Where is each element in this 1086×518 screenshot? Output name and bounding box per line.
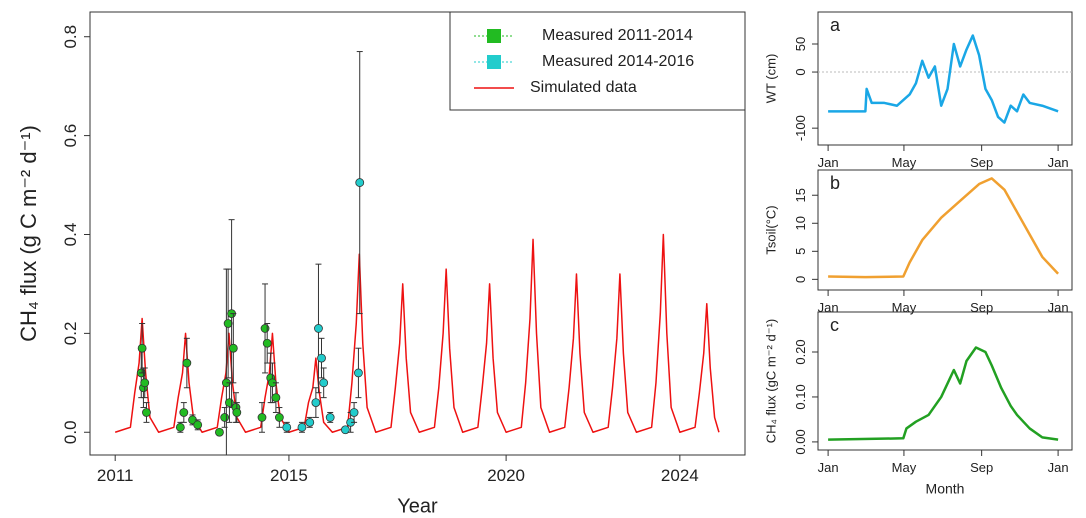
x-tick-label: Jan — [818, 155, 839, 170]
data-point — [262, 338, 272, 348]
legend-marker — [487, 55, 501, 69]
plot-area — [114, 51, 720, 455]
x-axis-label: Month — [926, 481, 965, 497]
panel-letter: b — [830, 173, 840, 193]
plot-area — [828, 34, 1059, 124]
y-tick-label: 0 — [793, 276, 808, 283]
x-tick-label: Jan — [818, 460, 839, 475]
y-axis-label: Tsoil(°C) — [763, 205, 778, 254]
y-tick-label: 0.10 — [793, 384, 808, 409]
data-point — [260, 324, 270, 333]
legend-label: Simulated data — [530, 79, 637, 96]
data-point — [282, 422, 292, 432]
legend-label: Measured 2011-2014 — [542, 27, 693, 44]
data-point — [319, 378, 329, 388]
series-line — [114, 233, 720, 434]
x-tick-label: 2020 — [487, 466, 525, 485]
series-line — [828, 177, 1060, 279]
data-point — [354, 368, 363, 378]
x-tick-label: Jan — [1048, 155, 1069, 170]
data-point — [257, 413, 267, 422]
plot-frame — [817, 11, 1073, 146]
series-line — [828, 346, 1059, 441]
data-point — [355, 178, 365, 187]
data-point — [142, 408, 151, 417]
data-point — [314, 324, 323, 333]
x-tick-label: Sep — [970, 155, 993, 170]
data-point — [137, 343, 147, 353]
data-point — [340, 425, 350, 435]
x-tick-label: Sep — [970, 300, 993, 315]
y-axis-label: CH₄ flux (gC m⁻² d⁻¹) — [763, 319, 778, 443]
x-tick-label: Jan — [818, 300, 839, 315]
y-axis-label: WT (cm) — [763, 54, 778, 104]
data-point — [193, 420, 203, 430]
panel-letter: c — [830, 315, 839, 335]
panel-letter: a — [830, 15, 841, 35]
y-tick-label: 0.2 — [61, 322, 80, 346]
data-point — [175, 422, 185, 432]
x-axis-label: Year — [397, 495, 438, 517]
data-point — [179, 408, 189, 417]
plot-frame — [817, 311, 1073, 451]
data-point — [349, 408, 359, 417]
y-tick-label: 0.00 — [793, 429, 808, 454]
x-tick-label: Sep — [970, 460, 993, 475]
data-point — [223, 319, 233, 328]
y-tick-label: 0.8 — [61, 25, 80, 49]
data-point — [311, 398, 321, 407]
data-point — [271, 393, 281, 403]
data-point — [274, 413, 284, 422]
series-line — [828, 34, 1059, 124]
y-tick-label: 5 — [793, 248, 808, 255]
plot-frame — [817, 169, 1073, 291]
plot-area — [828, 346, 1059, 441]
x-tick-label: May — [892, 300, 917, 315]
legend-label: Measured 2014-2016 — [542, 53, 694, 70]
x-tick-label: 2024 — [661, 466, 699, 485]
x-tick-label: 2011 — [97, 466, 134, 485]
plot-frame — [89, 11, 746, 456]
data-point — [325, 413, 335, 422]
data-point — [317, 353, 326, 363]
x-tick-label: 2015 — [270, 466, 308, 485]
data-point — [305, 417, 315, 427]
y-tick-label: 0.6 — [61, 124, 80, 148]
x-tick-label: Jan — [1048, 300, 1069, 315]
y-tick-label: 0.0 — [61, 420, 80, 444]
x-tick-label: May — [892, 460, 917, 475]
data-point — [228, 343, 238, 353]
legend-marker — [487, 29, 501, 43]
x-tick-label: Jan — [1048, 460, 1069, 475]
data-point — [220, 413, 230, 422]
data-point — [232, 408, 242, 417]
y-tick-label: 10 — [793, 216, 808, 230]
y-tick-label: 0.4 — [61, 223, 80, 247]
y-tick-label: 15 — [793, 188, 808, 202]
y-tick-label: 0 — [793, 68, 808, 75]
data-point — [140, 378, 150, 388]
plot-area — [828, 177, 1060, 279]
y-tick-label: 50 — [793, 37, 808, 51]
data-point — [215, 427, 224, 437]
y-tick-label: -100 — [793, 115, 808, 141]
y-axis-label: CH₄ flux (g C m⁻² d⁻¹) — [16, 125, 41, 342]
data-point — [182, 358, 192, 368]
y-tick-label: 0.20 — [793, 339, 808, 364]
x-tick-label: May — [892, 155, 917, 170]
data-point — [297, 422, 307, 432]
